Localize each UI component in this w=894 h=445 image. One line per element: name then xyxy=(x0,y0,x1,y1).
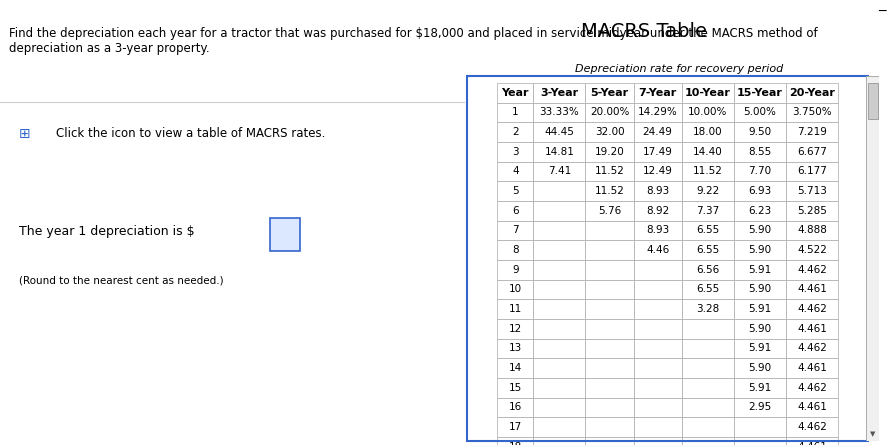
Text: Find the depreciation each year for a tractor that was purchased for $18,000 and: Find the depreciation each year for a tr… xyxy=(9,27,817,55)
Text: ─: ─ xyxy=(877,4,885,18)
Text: Click the icon to view a table of MACRS rates.: Click the icon to view a table of MACRS … xyxy=(55,127,325,140)
Text: MACRS Table: MACRS Table xyxy=(580,22,706,40)
FancyBboxPatch shape xyxy=(866,83,877,119)
Text: ▼: ▼ xyxy=(869,431,874,437)
Text: ⊞: ⊞ xyxy=(19,126,30,141)
Text: The year 1 depreciation is $: The year 1 depreciation is $ xyxy=(19,225,194,238)
Text: Depreciation rate for recovery period: Depreciation rate for recovery period xyxy=(574,64,782,74)
FancyBboxPatch shape xyxy=(270,218,299,251)
FancyBboxPatch shape xyxy=(865,76,878,441)
Text: (Round to the nearest cent as needed.): (Round to the nearest cent as needed.) xyxy=(19,275,223,285)
